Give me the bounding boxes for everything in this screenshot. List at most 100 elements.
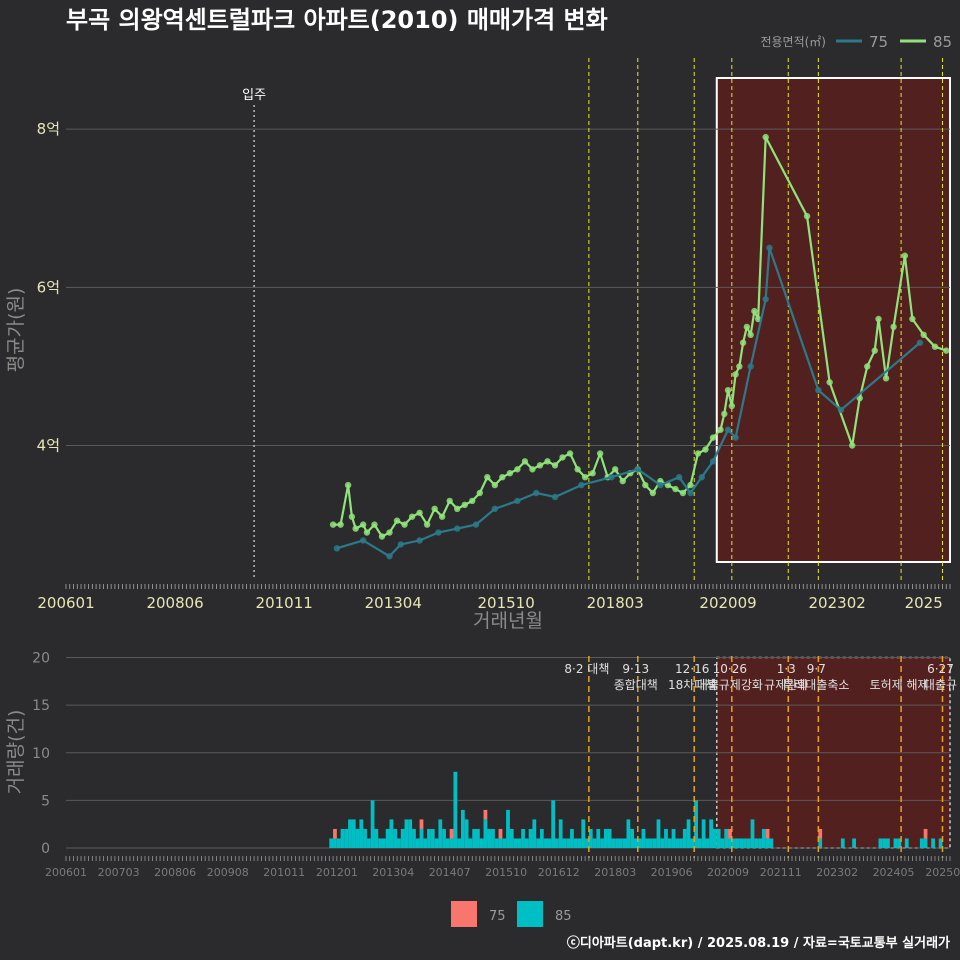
volume-bar-85 [539,828,544,848]
volume-bar-85 [363,828,367,848]
volume-x-tick-label: 202405 [873,866,915,879]
volume-bar-85 [607,828,612,848]
data-point-85 [890,323,897,331]
data-point-85 [901,252,909,259]
volume-bar-85 [351,819,356,848]
volume-bar-85 [472,828,477,848]
volume-bar-85 [536,838,540,848]
volume-bar-75 [483,809,488,820]
data-point-85 [581,473,589,481]
data-point-85 [521,458,529,465]
data-point-85 [754,315,762,323]
data-point-85 [408,513,416,520]
event-label: 1·3 [777,662,796,676]
volume-bar-85 [487,828,492,848]
data-point-85 [454,505,461,513]
volume-bar-85 [491,828,495,848]
data-point-85 [724,386,732,394]
data-point-85 [679,489,687,497]
event-label: 9·13 [622,662,649,676]
data-point-85 [672,485,679,493]
volume-bar-85 [547,838,552,848]
volume-x-tick-label: 202111 [760,866,802,879]
volume-bar-85 [652,838,657,848]
y-tick-label: 8억 [37,120,60,138]
volume-bar-85 [532,819,537,848]
volume-bar-85 [919,838,924,848]
volume-bar-85 [340,828,345,848]
volume-bar-85 [348,819,352,848]
volume-bar-85 [415,838,420,848]
data-point-75 [766,244,773,252]
data-point-85 [826,379,833,386]
data-point-85 [431,505,438,513]
volume-bar-85 [592,838,597,848]
volume-bar-85 [701,819,706,848]
legend-top: 전용면적(㎡) 75 85 [760,33,952,51]
event-label: 특례대출축소 [783,678,849,692]
volume-bar-85 [667,838,672,848]
data-point-85 [649,489,657,497]
data-point-85 [529,466,536,473]
volume-bar-85 [761,828,766,848]
x-tick-label: 200601 [37,594,94,612]
volume-bar-85 [506,809,510,848]
volume-bar-85 [585,838,589,848]
volume-bar-85 [686,819,691,848]
volume-x-tick-label: 201201 [316,866,358,879]
data-point-75 [698,473,705,481]
x-tick-label: 2025 [905,594,943,612]
volume-bar-85 [724,828,729,848]
data-point-85 [875,315,882,323]
volume-bar-85 [464,819,469,848]
data-point-85 [506,470,514,477]
volume-bar-85 [938,838,943,848]
legend-swatch-75 [451,901,477,927]
volume-bar-85 [434,838,439,848]
data-point-85 [803,212,811,220]
data-point-85 [931,343,939,350]
data-point-75 [397,541,404,548]
data-point-85 [416,509,423,516]
volume-bar-85 [468,838,473,848]
volume-bar-85 [355,828,360,848]
event-label: 12·16 [675,662,709,676]
volume-bar-85 [720,838,725,848]
data-point-85 [536,462,544,469]
source-caption: ⓒ디아파트(dapt.kr) / 2025.08.19 / 자료=국토교통부 실… [567,935,950,951]
data-point-85 [393,517,401,524]
volume-bar-85 [502,838,507,848]
volume-bar-85 [713,828,717,848]
volume-y-tick-label: 10 [32,746,50,762]
series-line-75 [336,246,921,558]
volume-bar-85 [378,838,382,848]
data-point-75 [416,537,423,544]
data-point-85 [736,363,743,370]
data-point-85 [476,489,483,497]
chart-title: 부곡 의왕역센트럴파크 아파트(2010) 매매가격 변화 [66,6,608,34]
volume-bar-85 [671,828,676,848]
volume-bar-85 [931,838,935,848]
volume-bar-85 [460,809,465,848]
data-point-85 [848,442,856,449]
data-point-85 [484,473,491,481]
data-point-85 [446,497,453,505]
volume-x-tick-label: 201803 [594,866,636,879]
volume-bar-85 [566,838,571,848]
data-point-85 [461,501,468,509]
legend-label-85: 85 [933,33,952,51]
bottom-y-axis-label: 거래량(건) [5,710,27,795]
data-point-85 [612,466,619,473]
volume-y-tick-label: 0 [41,841,50,857]
data-point-85 [871,347,878,354]
data-point-75 [454,525,461,532]
volume-bar-85 [611,838,616,848]
data-point-75 [435,529,442,536]
volume-bar-85 [694,800,698,848]
data-point-75 [333,545,341,552]
volume-bar-85 [634,838,638,848]
y-tick-label: 4억 [37,437,60,455]
volume-bar-85 [381,838,386,848]
volume-bar-85 [359,819,364,848]
volume-x-tick-label: 201612 [538,866,580,879]
